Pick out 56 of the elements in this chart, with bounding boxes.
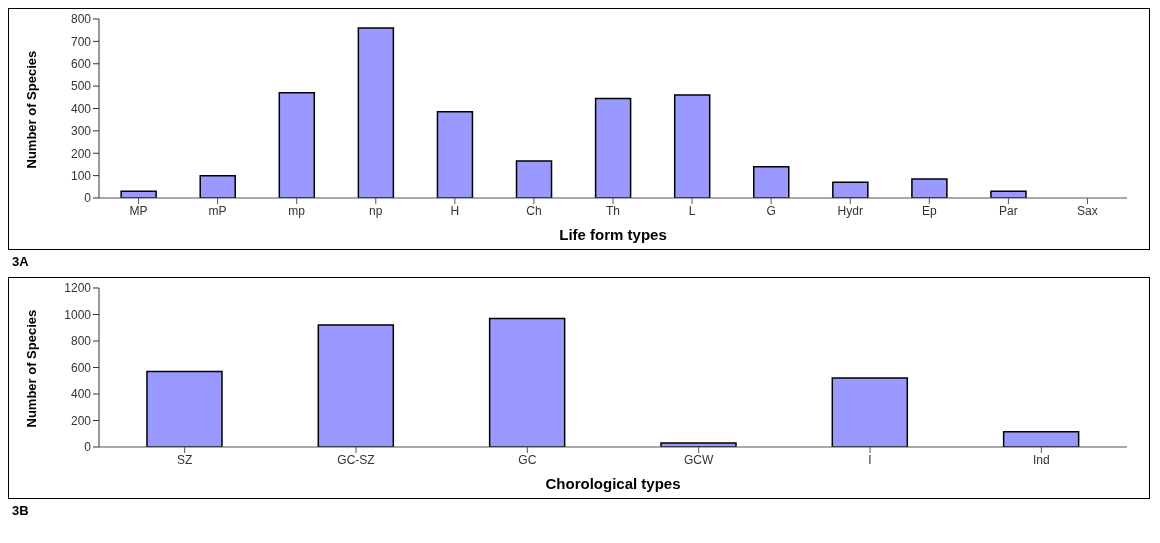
x-tick-label: mp [288, 203, 306, 218]
x-tick-label: mP [208, 203, 227, 218]
x-tick-label: Hydr [837, 203, 863, 218]
x-tick-label: L [688, 203, 696, 218]
y-tick-label: 0 [84, 191, 92, 206]
bar [594, 97, 632, 198]
y-tick-label: 0 [84, 440, 92, 455]
y-tick-label: 700 [70, 34, 92, 49]
x-tick-label: H [450, 203, 460, 218]
x-tick-label: np [369, 203, 383, 218]
x-tick-label: Ep [921, 203, 937, 218]
x-tick-label: Th [605, 203, 621, 218]
x-tick-label: G [766, 203, 776, 218]
x-tick-label: GCW [684, 452, 714, 467]
y-tick-label: 800 [70, 12, 92, 27]
x-tick-label: I [868, 452, 872, 467]
y-tick-label: 500 [70, 79, 92, 94]
y-tick-label: 400 [70, 101, 92, 116]
y-tick-label: 400 [70, 387, 92, 402]
y-tick-label: 1000 [64, 307, 92, 322]
bar [357, 27, 395, 198]
x-tick-label: Ind [1032, 452, 1050, 467]
y-tick-label: 200 [70, 413, 92, 428]
bar [317, 324, 395, 447]
x-axis-title: Life form types [559, 226, 667, 243]
y-tick-label: 300 [70, 124, 92, 139]
y-tick-label: 800 [70, 334, 92, 349]
y-tick-label: 100 [70, 168, 92, 183]
x-tick-label: Sax [1077, 203, 1098, 218]
bar [1002, 431, 1080, 447]
y-tick-label: 600 [70, 360, 92, 375]
x-tick-label: GC [518, 452, 537, 467]
bar [146, 370, 223, 447]
y-tick-label: 200 [70, 146, 92, 161]
bar [832, 181, 869, 198]
bar [488, 317, 566, 447]
x-axis-title: Chorological types [545, 475, 681, 492]
y-tick-label: 600 [70, 57, 92, 72]
y-tick-label: 1200 [64, 281, 92, 296]
y-axis-title: Number of Species [23, 309, 39, 428]
bar [436, 111, 474, 198]
bar [831, 377, 909, 447]
text: 3A [11, 253, 30, 271]
x-tick-label: Ch [526, 203, 542, 218]
x-tick-label: SZ [176, 452, 193, 467]
x-tick-label: MP [129, 203, 148, 218]
x-tick-label: Par [999, 203, 1018, 218]
bar [911, 178, 948, 198]
bar [673, 94, 711, 198]
text: 3B [11, 502, 30, 520]
bar [515, 160, 553, 198]
bar [278, 92, 316, 198]
y-axis-title: Number of Species [23, 50, 39, 169]
x-tick-label: GC-SZ [337, 452, 375, 467]
bar [753, 165, 790, 198]
bar [199, 174, 236, 198]
